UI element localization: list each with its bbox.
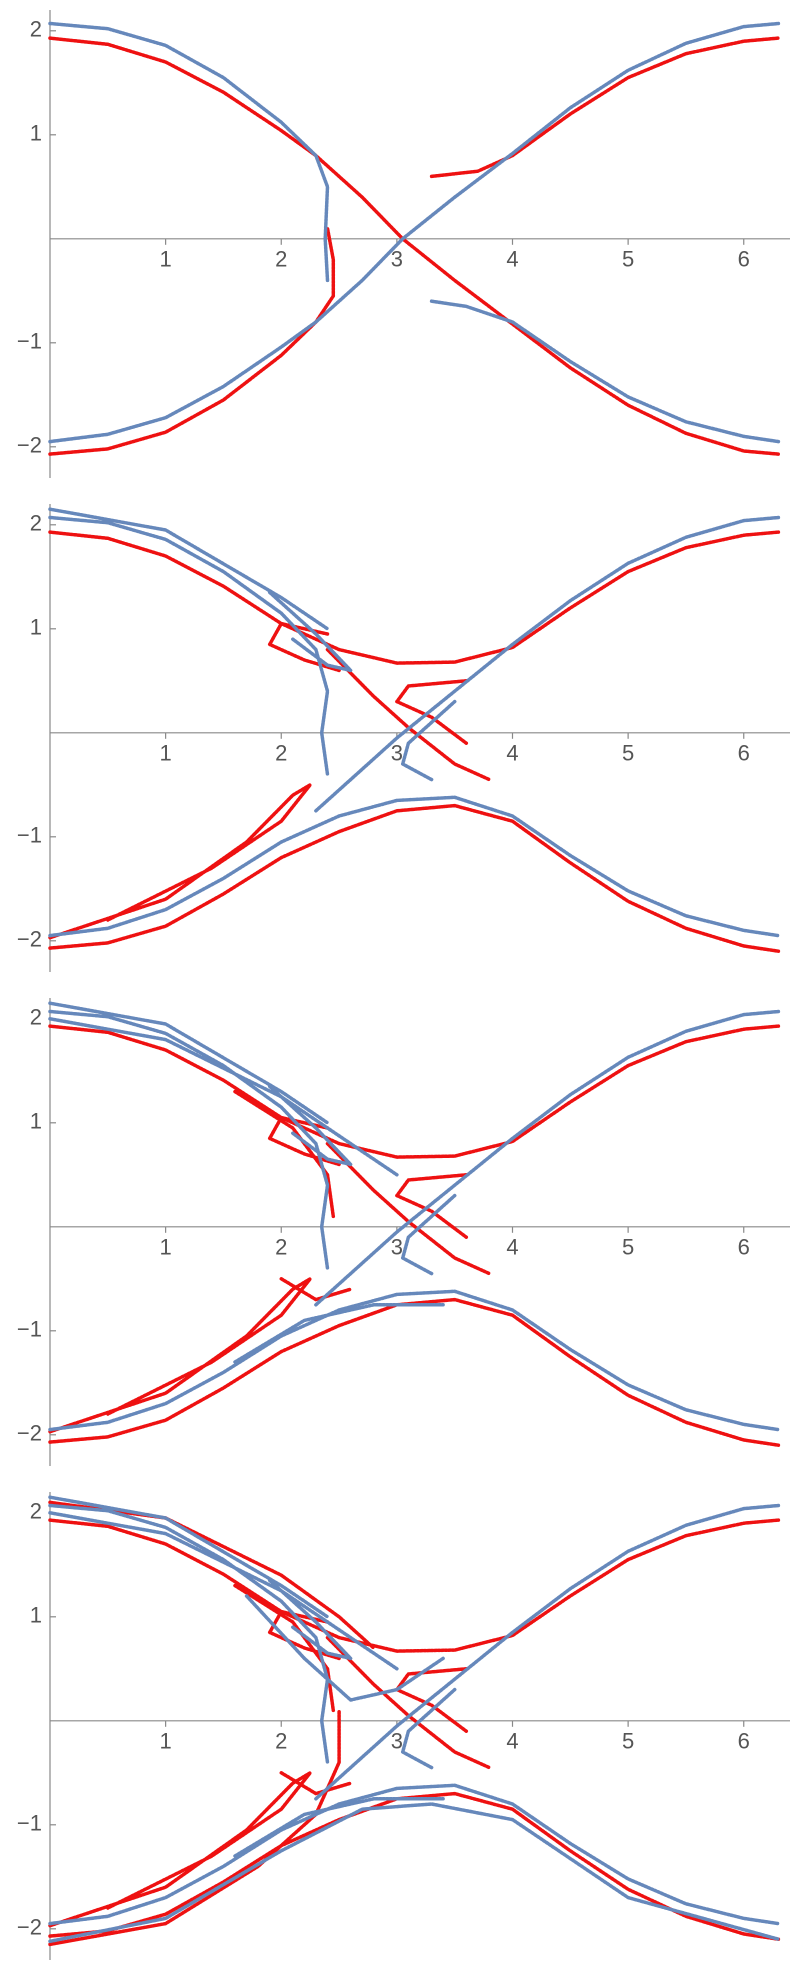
x-tick-label: 4 — [506, 1729, 518, 1754]
x-tick-label: 4 — [506, 1235, 518, 1260]
manifold-line — [48, 21, 781, 444]
x-tick-label: 5 — [622, 741, 634, 766]
x-tick-label: 4 — [506, 741, 518, 766]
y-tick-label: −1 — [17, 329, 42, 354]
x-tick-label: 6 — [738, 1235, 750, 1260]
manifold-line — [48, 507, 781, 938]
chart: 1 2 3 4 5 6 −2 −1 1 2 — [17, 998, 790, 1466]
y-tick-label: 1 — [30, 615, 42, 640]
x-tick-label: 3 — [391, 1235, 403, 1260]
x-tick-label: 6 — [738, 247, 750, 272]
x-tick-label: 3 — [391, 1729, 403, 1754]
y-tick-label: −2 — [17, 1421, 42, 1446]
x-tick-label: 4 — [506, 247, 518, 272]
x-tick-label: 3 — [391, 247, 403, 272]
y-tick-label: 1 — [30, 1109, 42, 1134]
x-tick-label: 2 — [275, 247, 287, 272]
x-tick-label: 5 — [622, 247, 634, 272]
y-tick-label: 2 — [30, 17, 42, 42]
x-tick-label: 6 — [738, 1729, 750, 1754]
y-tick-label: −1 — [17, 823, 42, 848]
y-tick-label: −1 — [17, 1811, 42, 1836]
y-tick-label: 2 — [30, 511, 42, 536]
y-tick-label: −2 — [17, 927, 42, 952]
chart: 1 2 3 4 5 6 −2 −1 1 2 — [17, 1492, 790, 1960]
x-tick-label: 5 — [622, 1729, 634, 1754]
x-tick-label: 1 — [160, 247, 172, 272]
x-tick-label: 3 — [391, 741, 403, 766]
y-tick-label: 1 — [30, 1603, 42, 1628]
y-tick-label: 2 — [30, 1499, 42, 1524]
y-tick-label: 1 — [30, 121, 42, 146]
manifold-line — [48, 1500, 781, 1947]
x-tick-label: 2 — [275, 1235, 287, 1260]
x-tick-label: 2 — [275, 741, 287, 766]
manifold-line — [48, 1001, 781, 1432]
x-tick-label: 6 — [738, 741, 750, 766]
x-tick-label: 1 — [160, 741, 172, 766]
x-tick-label: 5 — [622, 1235, 634, 1260]
manifold-line — [48, 1495, 781, 1944]
x-tick-label: 1 — [160, 1729, 172, 1754]
chart: 1 2 3 4 5 6 −2 −1 1 2 — [17, 504, 790, 972]
x-tick-label: 2 — [275, 1729, 287, 1754]
y-tick-label: −2 — [17, 433, 42, 458]
chart: 1 2 3 4 5 6 −2 −1 1 2 — [17, 10, 790, 478]
y-tick-label: −2 — [17, 1915, 42, 1940]
y-tick-label: −1 — [17, 1317, 42, 1342]
y-tick-label: 2 — [30, 1005, 42, 1030]
x-tick-label: 1 — [160, 1235, 172, 1260]
